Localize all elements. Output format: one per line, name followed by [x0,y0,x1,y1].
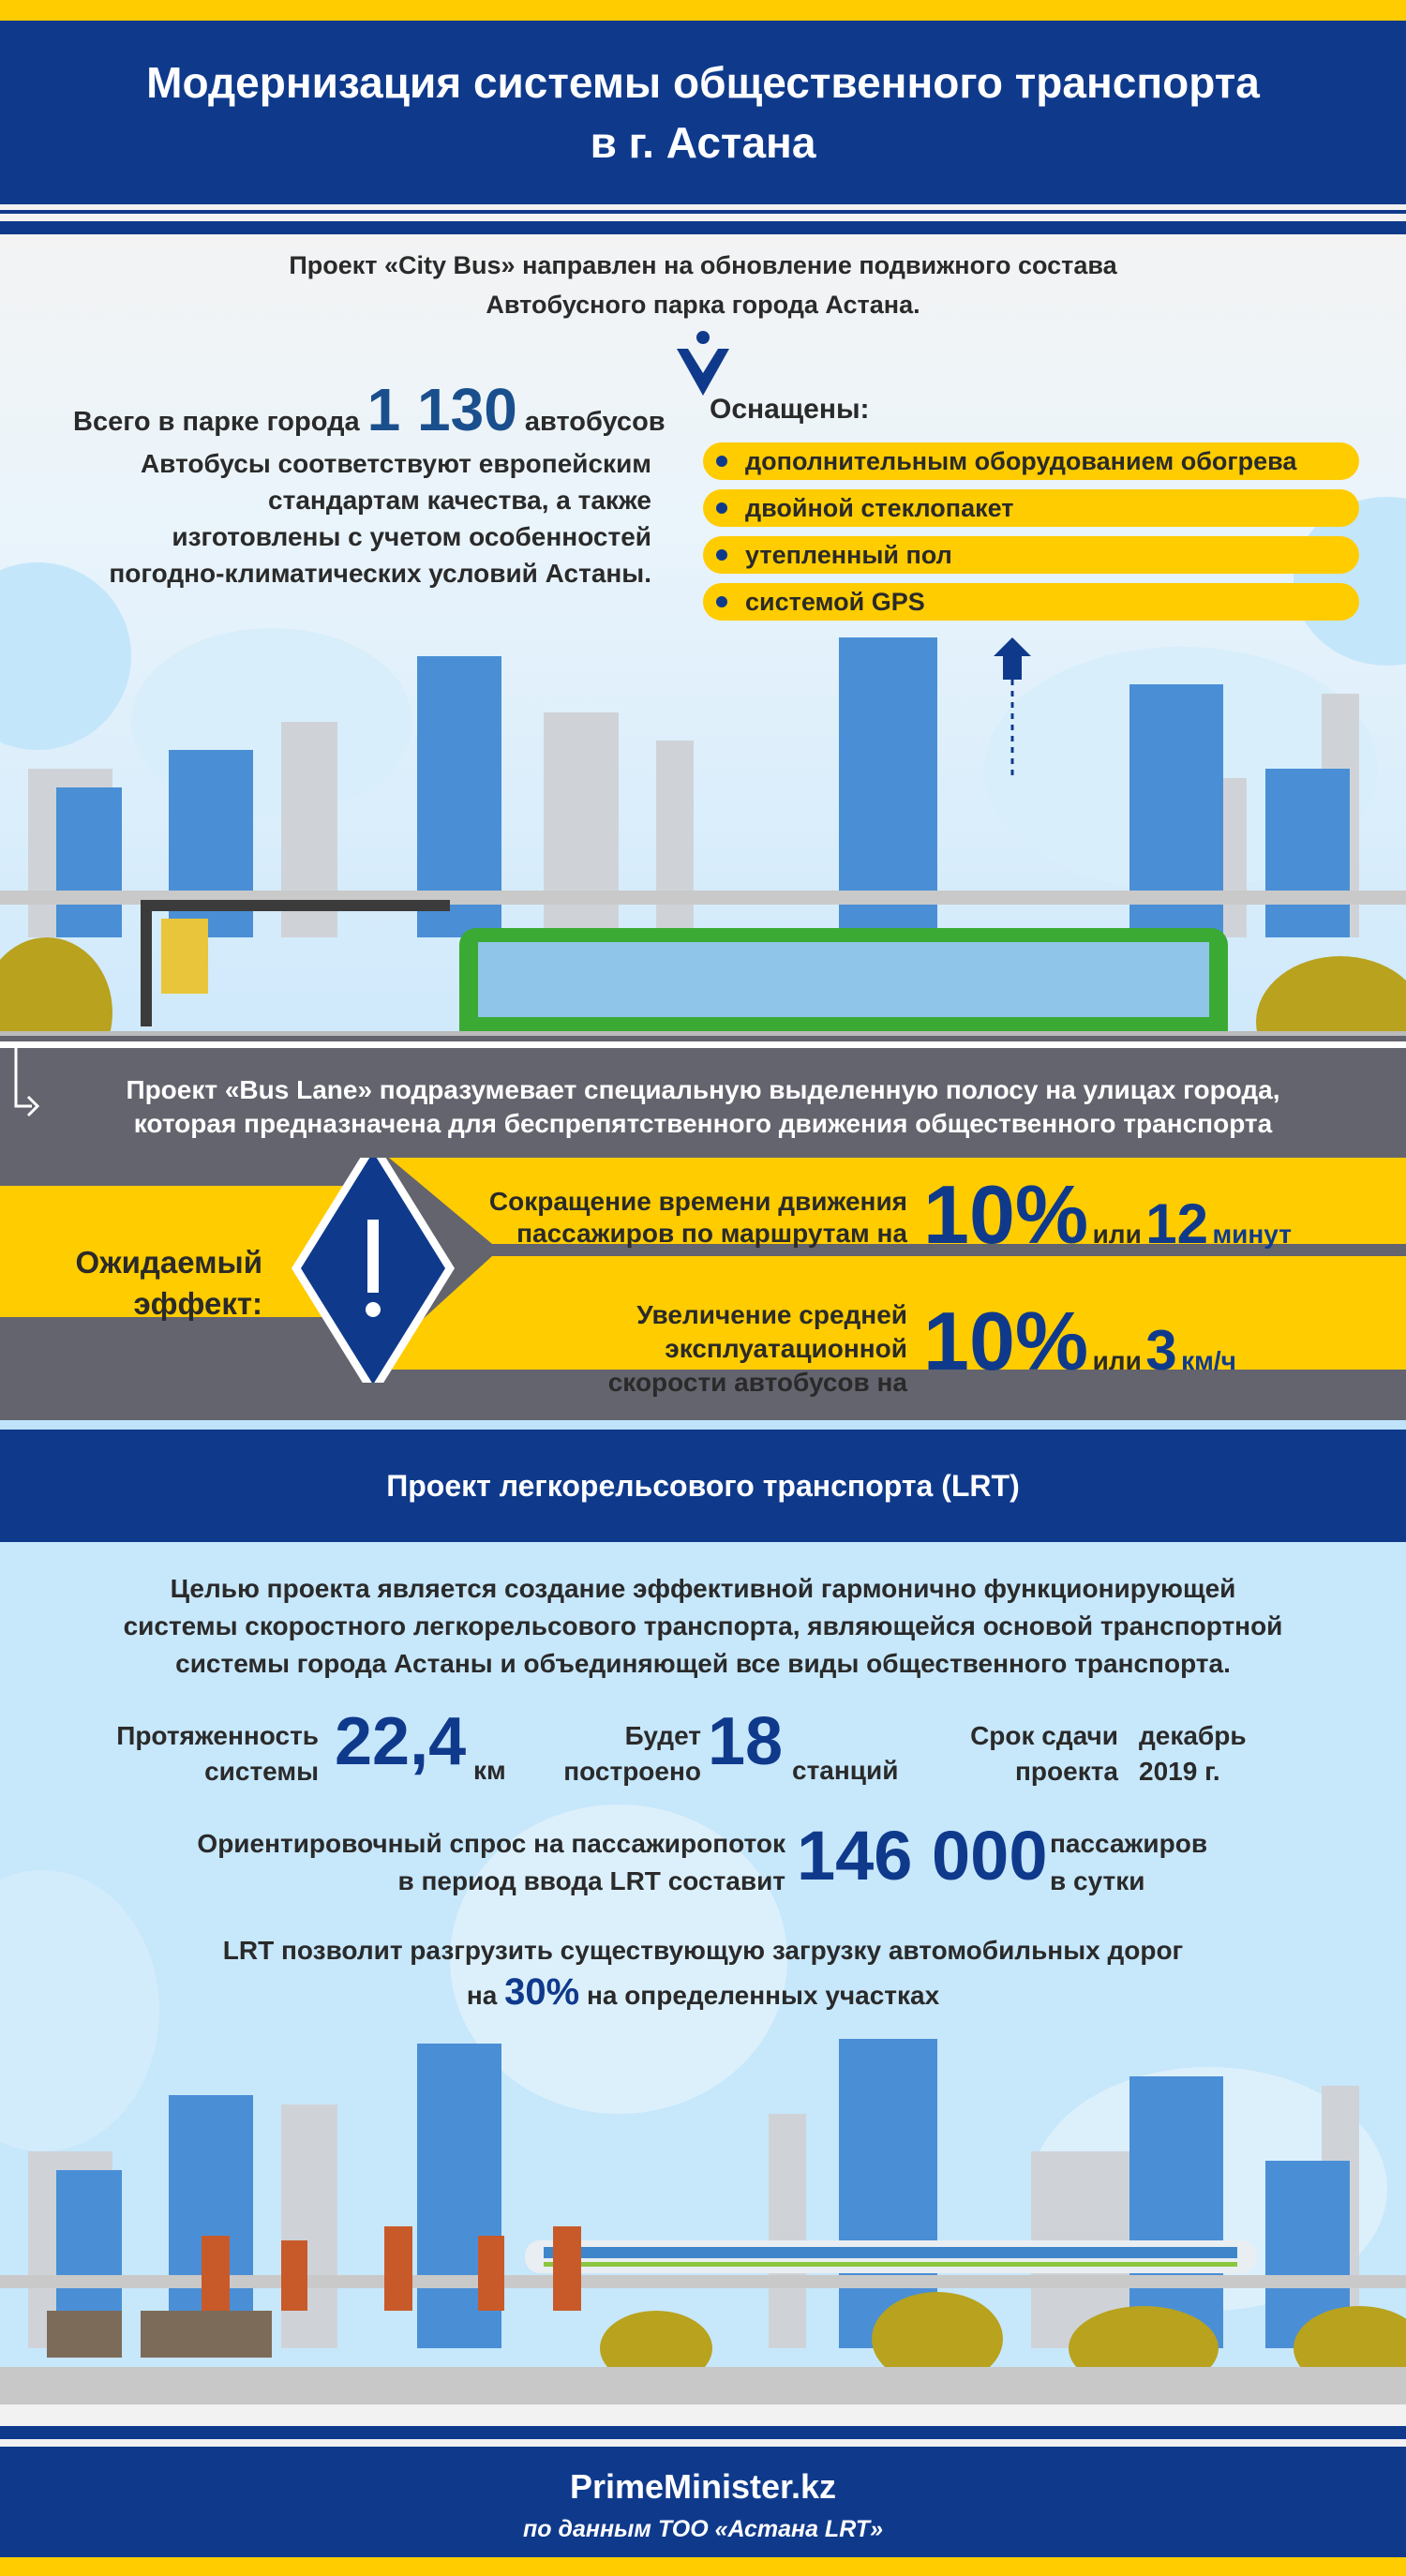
equipped-item: утепленный пол [703,536,1359,574]
text-line: Автобусы соответствуют европейским [140,449,651,478]
effect-percent: 10% [923,1168,1089,1261]
bus-lane-intro: Проект «Bus Lane» подразумевает специаль… [126,1075,1280,1104]
text-line: скорости автобусов на [607,1368,907,1397]
standards-text: Автобусы соответствуют европейским станд… [56,445,651,592]
title-line: Модернизация системы общественного транс… [146,58,1260,107]
effect-label: эффект: [133,1286,262,1321]
total-label: Всего в парке города [73,407,360,437]
text-line: системы города Астаны и объединяющей все… [175,1649,1231,1678]
city-bus-intro: Проект «City Bus» направлен на обновлени… [289,251,1117,279]
stations-unit: станций [792,1756,899,1785]
text-line: стандартам качества, а также [268,486,651,515]
footer-source: по данным ТОО «Астана LRT» [523,2516,883,2542]
deadline-value: декабрь [1139,1721,1247,1750]
deadline-value: 2019 г. [1139,1757,1220,1786]
relief-line: на 30% на определенных участках [0,1971,1406,2014]
effect-value: 3 [1145,1319,1177,1382]
text-line: погодно-климатических условий Астаны. [109,559,651,588]
page-title: Модернизация системы общественного транс… [0,21,1406,204]
bus-lane-section: Проект «Bus Lane» подразумевает специаль… [0,1036,1406,1420]
city-bus-illustration [0,637,1406,1036]
city-bus-intro: Автобусного парка города Астана. [486,291,920,319]
equipped-label: Оснащены: [710,394,870,425]
title-line: в г. Астана [590,118,816,167]
bottom-stripe [0,2557,1406,2576]
demand-unit: пассажиров [1050,1829,1208,1858]
length-unit: км [473,1756,506,1785]
demand-label: в период ввода LRT составит [397,1866,785,1895]
text-line: эксплуатационной [665,1334,907,1363]
or-text: или [1092,1346,1142,1375]
deadline-label: проекта [1015,1757,1118,1786]
footer: PrimeMinister.kz по данным ТОО «Астана L… [0,2447,1406,2557]
bus-total: Всего в парке города 1 130 автобусов [73,375,666,444]
stations-label: Будет [624,1721,701,1750]
bus-lane-intro: которая предназначена для беспрепятствен… [133,1109,1273,1138]
length-value: 22,4 [335,1704,467,1779]
text-line: системы скоростного легкорельсового тран… [123,1611,1283,1640]
text: на определенных участках [586,1981,940,2010]
lrt-goal: Целью проекта является создание эффектив… [0,1570,1406,1683]
deadline-label: Срок сдачи [970,1721,1118,1750]
effect-1-text: Сокращение времени движения пассажиров п… [450,1186,907,1250]
lrt-section: Целью проекта является создание эффектив… [0,1542,1406,2404]
top-stripe [0,0,1406,21]
divider [0,1041,1406,1048]
equipped-item: двойной стеклопакет [703,489,1359,527]
divider [0,2426,1406,2439]
effect-label: Ожидаемый [75,1245,262,1280]
text-line: Целью проекта является создание эффектив… [170,1574,1236,1603]
stations-value: 18 [708,1704,784,1779]
footer-site[interactable]: PrimeMinister.kz [569,2467,837,2506]
divider [0,221,1406,234]
effect-unit: минут [1212,1220,1292,1249]
effect-1-values: 10% или 12 минут [923,1167,1292,1263]
total-unit: автобусов [524,407,666,437]
text-line: пассажиров по маршрутам на [516,1219,907,1248]
text-line: изготовлены с учетом особенностей [172,522,651,551]
effect-bands [0,1158,1406,1383]
lrt-city-illustration [0,2039,1406,2404]
effect-2-text: Увеличение средней эксплуатационной скор… [450,1298,907,1400]
demand-label: Ориентировочный спрос на пассажиропоток [197,1829,785,1858]
relief-value: 30% [504,1971,580,2013]
text-line: Увеличение средней [636,1300,907,1329]
lrt-title: Проект легкорельсового транспорта (LRT) [0,1430,1406,1542]
city-bus-section: Проект «City Bus» направлен на обновлени… [0,234,1406,1036]
demand-value: 146 000 [797,1817,1048,1895]
total-value: 1 130 [366,376,517,443]
down-arrow-icon [677,331,729,396]
text-line: Сокращение времени движения [488,1187,907,1216]
text: на [466,1981,498,2010]
stations-label: построено [563,1757,701,1786]
equipped-item: дополнительным оборудованием обогрева [703,442,1359,480]
effect-unit: км/ч [1181,1346,1236,1375]
divider [0,1420,1406,1430]
length-label: системы [204,1757,319,1786]
turn-arrow-icon [14,1048,39,1117]
equipped-item: системой GPS [703,583,1359,621]
effect-percent: 10% [923,1295,1089,1387]
or-text: или [1092,1220,1142,1249]
effect-2-values: 10% или 3 км/ч [923,1294,1236,1389]
length-label: Протяженность [116,1721,319,1750]
effect-value: 12 [1145,1192,1209,1255]
divider [0,210,1406,214]
relief-line: LRT позволит разгрузить существующую заг… [222,1936,1184,1965]
demand-unit: в сутки [1050,1866,1145,1895]
